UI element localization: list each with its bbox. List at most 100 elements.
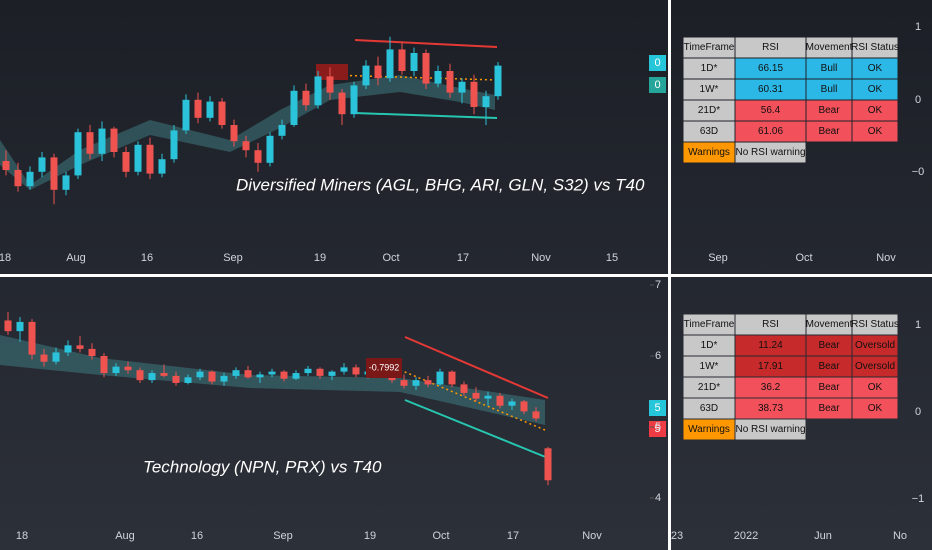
table-cell-bg <box>852 398 898 419</box>
candle-body <box>194 99 202 118</box>
candle-body <box>196 371 204 378</box>
candle-body <box>460 384 468 393</box>
x-axis-label: Jun <box>814 530 832 542</box>
warnings-label: Warnings <box>688 424 730 435</box>
y-tick-label: 7 <box>655 279 661 291</box>
table-cell-bg <box>852 121 898 142</box>
table-cell-bg <box>735 377 806 398</box>
candle-body <box>290 90 298 125</box>
candle-body <box>26 171 34 187</box>
candle-body <box>326 76 334 93</box>
table-header: Movement <box>806 42 853 53</box>
table-cell-bg <box>852 356 898 377</box>
table-header-bg <box>683 314 735 335</box>
table-cell: 17.91 <box>758 361 783 372</box>
ema-band <box>0 75 495 190</box>
table-cell-bg <box>683 79 735 100</box>
candle-body <box>64 345 72 353</box>
candle-body <box>218 101 226 125</box>
table-cell: OK <box>868 126 883 137</box>
candle-body <box>350 85 358 115</box>
table-cell-bg <box>806 356 852 377</box>
candle-body <box>280 371 288 379</box>
candle-body <box>134 144 142 172</box>
candle-body <box>254 150 262 163</box>
top-overlays <box>0 39 498 190</box>
price-label-box <box>649 421 666 437</box>
table-cell-bg <box>806 58 852 79</box>
candle-body <box>446 71 454 93</box>
table-cell: Bull <box>821 84 838 95</box>
table-header-bg <box>683 37 735 58</box>
candle-body <box>136 370 144 381</box>
table-cell: OK <box>868 382 883 393</box>
table-cell-bg <box>683 356 735 377</box>
candle-body <box>148 373 156 381</box>
price-label: 5 <box>654 423 660 435</box>
table-header-bg <box>806 37 852 58</box>
candle-body <box>208 371 216 382</box>
table-cell: Bull <box>821 63 838 74</box>
candle-body <box>160 373 168 376</box>
table-cell: Bear <box>818 105 840 116</box>
candle-body <box>544 448 552 481</box>
x-axis-label: Nov <box>876 252 896 264</box>
table-header: TimeFrame <box>684 42 735 53</box>
x-axis-label: Sep <box>708 252 728 264</box>
candle-body <box>170 130 178 160</box>
candle-body <box>328 371 336 376</box>
table-cell-bg <box>735 58 806 79</box>
table-header: RSI Status <box>851 42 899 53</box>
bottom-overlays <box>0 335 549 459</box>
candle-body <box>244 370 252 378</box>
candle-body <box>16 321 24 332</box>
candle-body <box>398 49 406 71</box>
candle-body <box>496 395 504 406</box>
x-axis-label: Oct <box>432 530 449 542</box>
candle-body <box>220 375 228 382</box>
table-header-bg <box>852 37 898 58</box>
candle-body <box>316 368 324 376</box>
candle-body <box>422 53 430 84</box>
table-cell-bg <box>806 79 852 100</box>
warnings-value-bg <box>735 419 806 440</box>
annotation: -0.7992 <box>369 362 400 372</box>
table-cell: Oversold <box>855 361 895 372</box>
x-axis-label: Sep <box>223 252 243 264</box>
candle-body <box>14 170 22 187</box>
table-cell: 61.06 <box>758 126 783 137</box>
y-tick-label: 5 <box>655 421 661 433</box>
table-cell: OK <box>868 105 883 116</box>
candle-body <box>386 49 394 79</box>
table-cell: 63D <box>700 403 718 414</box>
table-cell: 66.15 <box>758 63 783 74</box>
table-cell-bg <box>683 398 735 419</box>
candle-body <box>100 356 108 374</box>
caption: Technology (NPN, PRX) vs T40 <box>143 457 382 476</box>
x-axis-label: 18 <box>0 252 11 264</box>
table-header: RSI <box>762 42 779 53</box>
candle-body <box>278 125 286 136</box>
x-axis-label: 17 <box>457 252 469 264</box>
x-axis-label: 17 <box>507 530 519 542</box>
axis-label: 0 <box>915 94 921 106</box>
candle-body <box>124 366 132 371</box>
dotted-line <box>399 369 546 431</box>
table-cell-bg <box>735 356 806 377</box>
table-cell: Bear <box>818 403 840 414</box>
table-cell: 56.4 <box>761 105 781 116</box>
table-cell-bg <box>735 100 806 121</box>
axis-label: 1 <box>915 319 921 331</box>
candle-body <box>52 352 60 362</box>
candle-body <box>314 76 322 106</box>
candle-body <box>436 371 444 385</box>
price-label-box <box>649 400 666 416</box>
table-cell-bg <box>735 79 806 100</box>
axis-label: −0 <box>912 166 925 178</box>
candle-body <box>268 371 276 375</box>
candle-body <box>76 345 84 349</box>
table-cell: OK <box>868 84 883 95</box>
candle-body <box>400 380 408 386</box>
x-axis-label: Aug <box>66 252 86 264</box>
